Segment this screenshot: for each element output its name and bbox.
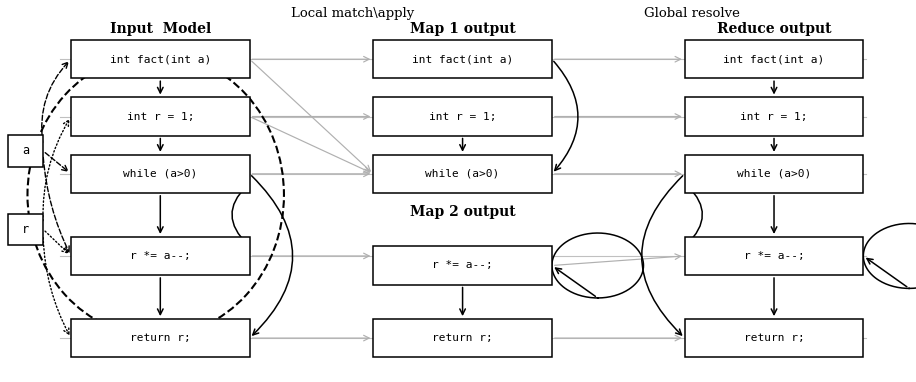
Text: int fact(int a): int fact(int a) [412, 54, 513, 64]
Text: Local match\apply: Local match\apply [291, 7, 414, 20]
Text: Map 2 output: Map 2 output [409, 205, 516, 219]
Bar [684, 155, 863, 193]
Bar [684, 97, 863, 136]
Text: int fact(int a): int fact(int a) [724, 54, 824, 64]
Text: int r = 1;: int r = 1; [126, 112, 194, 121]
Text: while (a>0): while (a>0) [425, 169, 500, 179]
Bar [374, 319, 551, 357]
Bar [71, 237, 249, 275]
Bar [684, 40, 863, 78]
Text: r *= a--;: r *= a--; [432, 261, 493, 270]
Text: a: a [22, 144, 29, 157]
Text: int fact(int a): int fact(int a) [110, 54, 211, 64]
Text: Map 1 output: Map 1 output [409, 22, 516, 36]
Text: return r;: return r; [130, 333, 191, 343]
Text: r *= a--;: r *= a--; [130, 251, 191, 261]
Bar [374, 246, 551, 285]
Bar [71, 97, 249, 136]
Bar [374, 40, 551, 78]
Text: int r = 1;: int r = 1; [740, 112, 808, 121]
Text: int r = 1;: int r = 1; [429, 112, 496, 121]
Bar [374, 97, 551, 136]
Bar [8, 135, 43, 167]
Bar [8, 214, 43, 245]
Text: return r;: return r; [432, 333, 493, 343]
Text: return r;: return r; [744, 333, 804, 343]
Bar [684, 237, 863, 275]
Text: r *= a--;: r *= a--; [744, 251, 804, 261]
Bar [71, 40, 249, 78]
Text: while (a>0): while (a>0) [736, 169, 812, 179]
Bar [684, 319, 863, 357]
Text: while (a>0): while (a>0) [123, 169, 198, 179]
Bar [374, 155, 551, 193]
Text: Reduce output: Reduce output [716, 22, 832, 36]
Bar [71, 155, 249, 193]
Text: r: r [22, 223, 29, 236]
Text: Input  Model: Input Model [110, 22, 211, 36]
Text: Global resolve: Global resolve [644, 7, 739, 20]
Bar [71, 319, 249, 357]
